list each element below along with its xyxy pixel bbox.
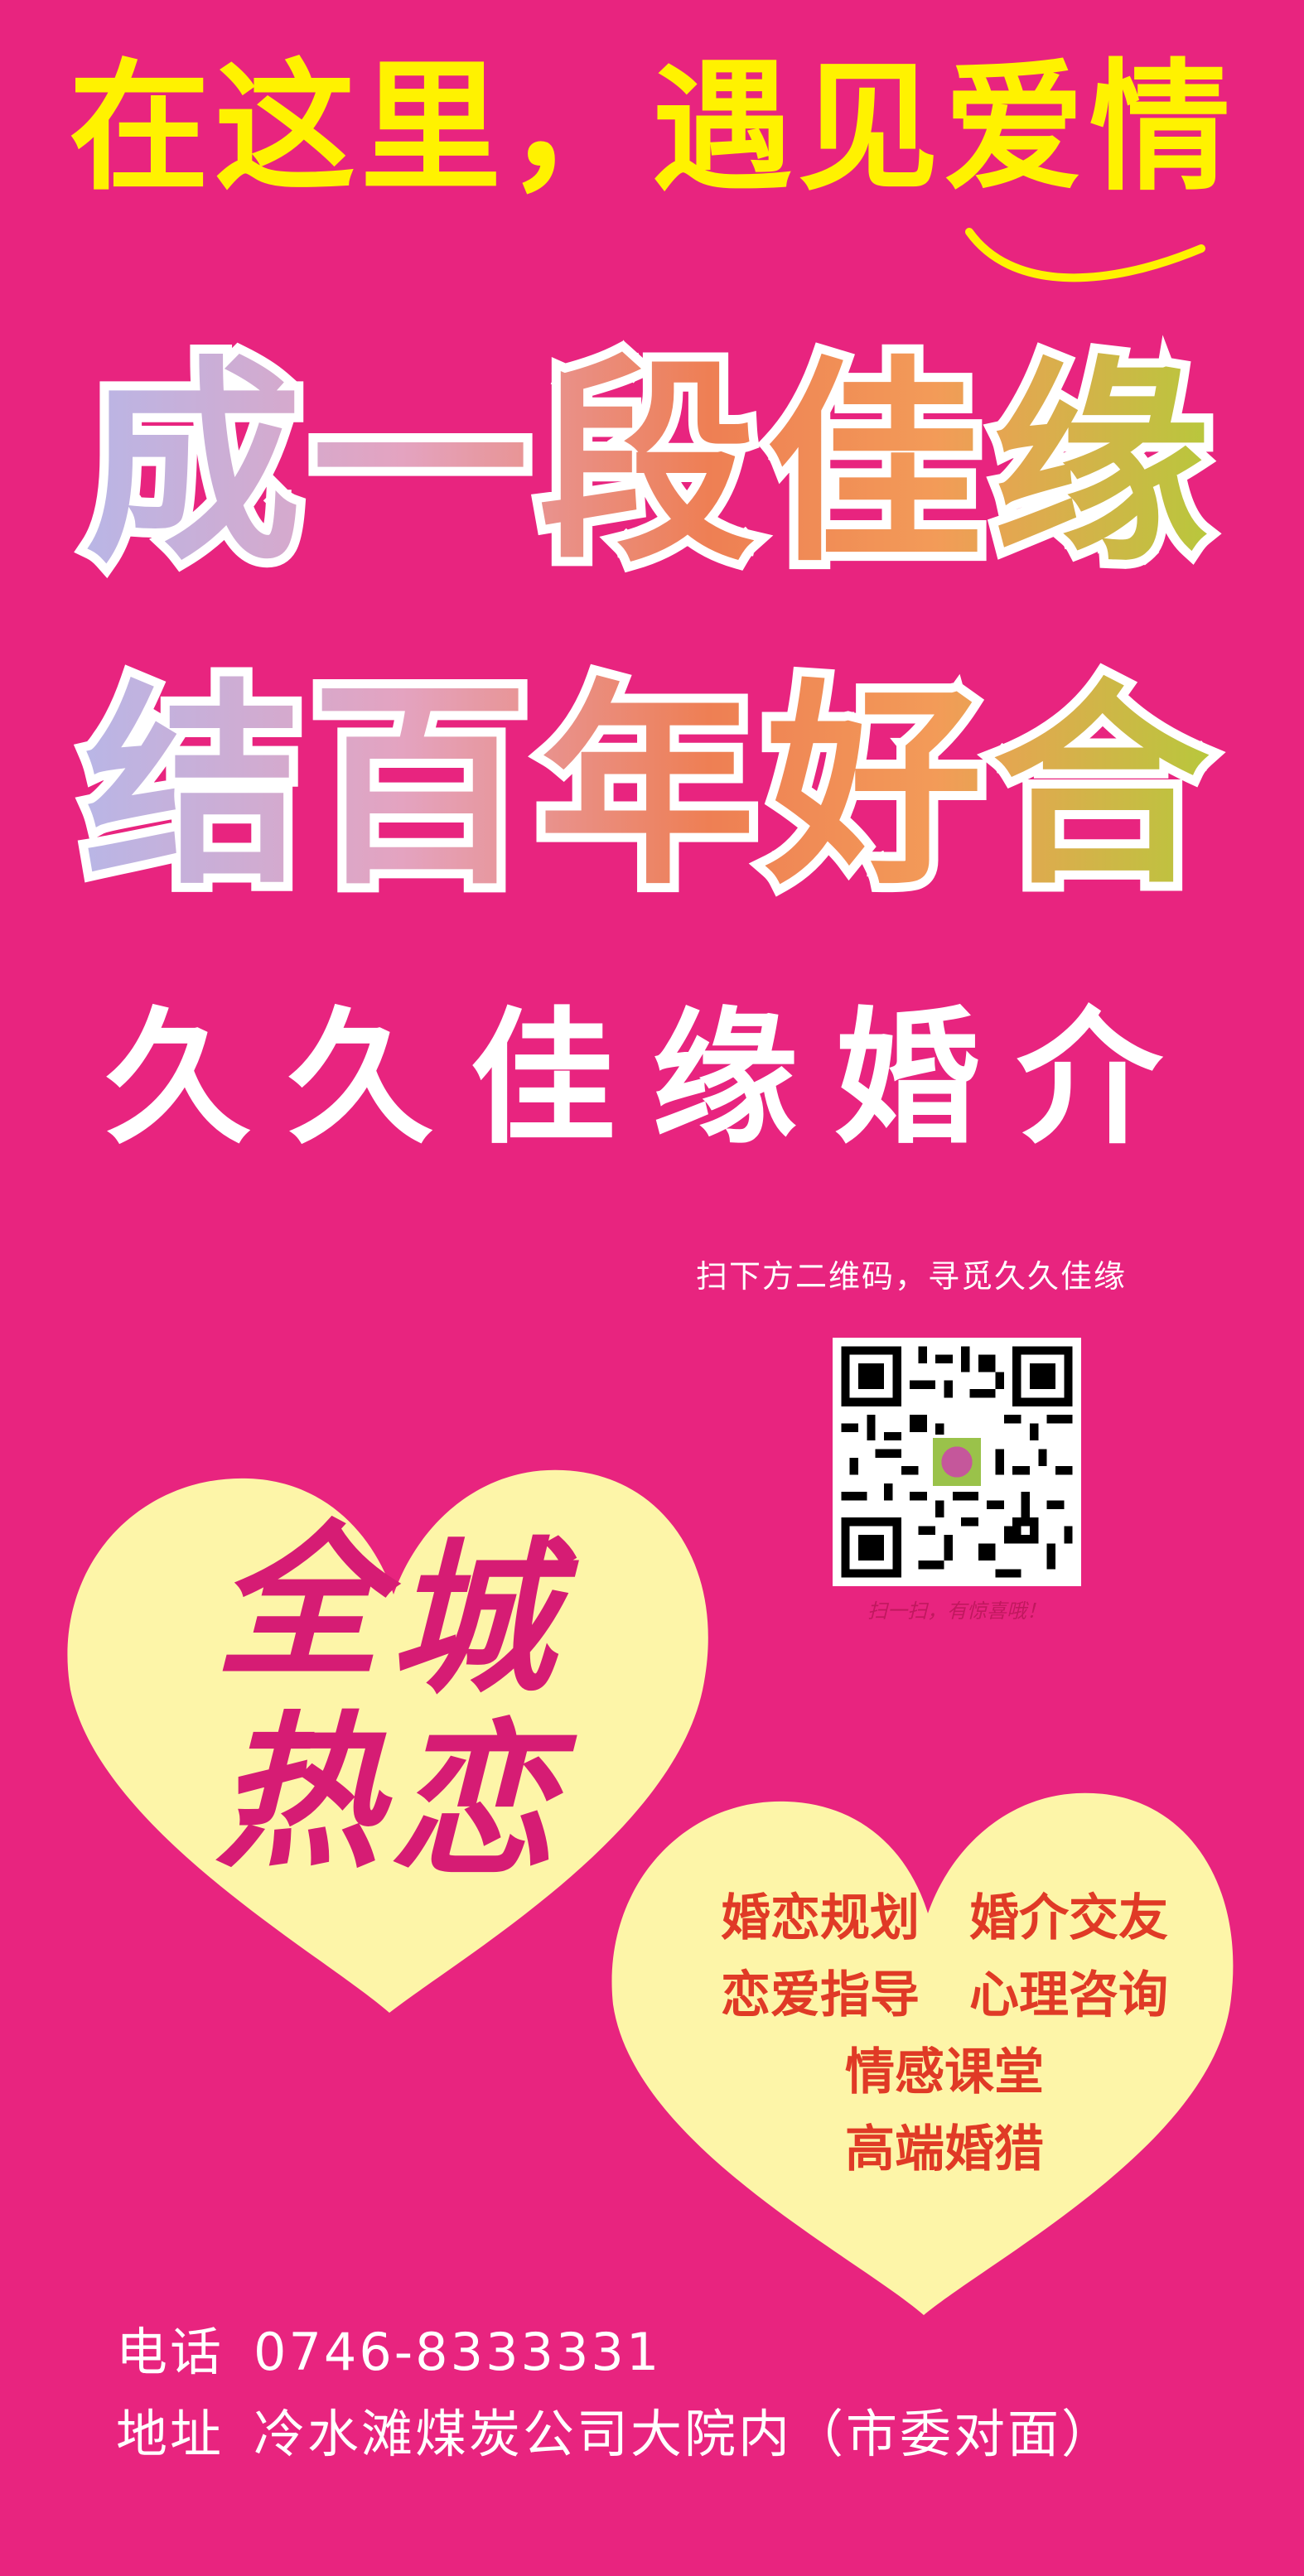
slogan-line-1-wrap: 成一段佳缘 成一段佳缘 — [0, 347, 1304, 582]
phone-number[interactable]: 0746-8333331 — [254, 2322, 662, 2382]
services-row-1: 婚恋规划 婚介交友 — [646, 1880, 1243, 1957]
qr-code-pattern — [833, 1338, 1081, 1586]
service-item: 心理咨询 — [969, 1966, 1168, 2024]
heart-right — [611, 1792, 1234, 2315]
calli-char-4: 恋 — [389, 1704, 556, 1898]
contact-block: 电话 0746-8333331 地址 冷水滩煤炭公司大院内（市委对面） — [116, 2311, 1115, 2475]
phone-row: 电话 0746-8333331 — [116, 2311, 1115, 2393]
address-label: 地址 — [116, 2404, 225, 2465]
service-item: 婚介交友 — [969, 1889, 1168, 1947]
services-list: 婚恋规划 婚介交友 恋爱指导 心理咨询 情感课堂 高端婚猎 — [646, 1880, 1243, 2188]
calli-char-3: 热 — [215, 1696, 382, 1890]
calligraphy-block: 全 城 热 恋 — [199, 1516, 588, 1913]
services-row-3: 情感课堂 — [646, 2034, 1243, 2111]
calli-char-1: 全 — [215, 1505, 382, 1700]
service-item: 婚恋规划 — [721, 1889, 920, 1947]
service-item: 高端婚猎 — [845, 2120, 1044, 2178]
qr-caption: 扫一扫，有惊喜哦！ — [867, 1599, 1046, 1623]
slogan-line-1: 成一段佳缘 — [85, 338, 1219, 591]
service-item: 情感课堂 — [845, 2043, 1044, 2101]
headline-swoosh — [965, 228, 1205, 282]
services-row-4: 高端婚猎 — [646, 2111, 1243, 2188]
heart-left — [67, 1469, 708, 2013]
services-row-2: 恋爱指导 心理咨询 — [646, 1957, 1243, 2034]
address-row: 地址 冷水滩煤炭公司大院内（市委对面） — [116, 2393, 1115, 2475]
service-item: 恋爱指导 — [721, 1966, 920, 2024]
qr-code[interactable] — [833, 1338, 1081, 1586]
slogan-line-2: 结百年好合 — [85, 661, 1219, 914]
headline: 在这里，遇见爱情 — [68, 46, 1235, 210]
phone-label: 电话 — [116, 2322, 225, 2382]
slogan-line-2-wrap: 结百年好合 结百年好合 — [0, 670, 1304, 905]
address-text: 冷水滩煤炭公司大院内（市委对面） — [254, 2404, 1116, 2465]
calli-char-2: 城 — [389, 1522, 556, 1716]
scan-prompt: 扫下方二维码，寻觅久久佳缘 — [696, 1258, 1128, 1295]
agency-name: 久久佳缘婚介 — [104, 994, 1199, 1164]
slogan-line-1-outline: 成一段佳缘 — [75, 347, 1219, 582]
slogan-line-2-outline: 结百年好合 — [75, 670, 1219, 905]
